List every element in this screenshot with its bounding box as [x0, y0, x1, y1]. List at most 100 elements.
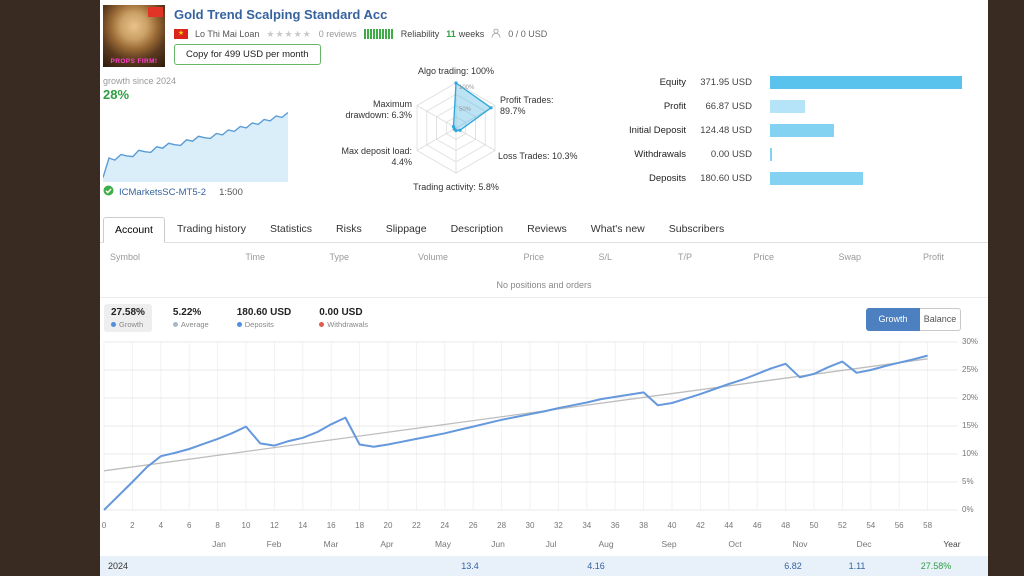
tab-description[interactable]: Description [450, 223, 504, 235]
avatar-badge [148, 7, 163, 17]
chip-value: 27.58% [111, 307, 145, 318]
column-header-type-2: Type [329, 252, 349, 262]
chart-stat-average: 5.22% Average [166, 304, 216, 332]
radar-label-loss-trades: Loss Trades: 10.3% [498, 151, 578, 161]
month-label-feb: Feb [266, 539, 282, 549]
stat-bar-track [770, 147, 962, 161]
stat-bar [770, 99, 805, 113]
chip-label-row: Deposits [236, 320, 291, 329]
meta-row: ★ Lo Thi Mai Loan ★★★★★ 0 reviews Reliab… [174, 28, 547, 40]
radar-label-line: drawdown: 6.3% [345, 110, 412, 120]
stat-value: 180.60 USD [700, 172, 752, 184]
month-label-year: Year [943, 539, 961, 549]
stat-label: Equity [659, 76, 686, 88]
growth-percent: 28% [103, 87, 130, 102]
y-tick-label: 30% [962, 337, 979, 346]
svg-text:100%: 100% [459, 85, 475, 91]
account-stat-row-deposits: Deposits 180.60 USD [590, 166, 964, 190]
month-label-jun: Jun [491, 539, 505, 549]
x-tick-label: 40 [667, 521, 677, 530]
x-tick-label: 56 [894, 521, 904, 530]
footer-value: 1.11 [848, 561, 866, 571]
leverage-value: 1:500 [219, 186, 243, 198]
x-tick-label: 14 [298, 521, 308, 530]
chart-stat-withdrawals: 0.00 USD Withdrawals [312, 304, 375, 332]
stat-bar-track [770, 171, 962, 185]
column-header-price-4: Price [523, 252, 544, 262]
footer-strip: 2024 13.4 4.16 6.82 1.11 27.58% [100, 556, 988, 576]
chart-stat-growth: 27.58% Growth [104, 304, 152, 332]
x-tick-label: 18 [355, 521, 365, 530]
x-tick-label: 8 [215, 521, 220, 530]
toggle-balance[interactable]: Balance [920, 308, 961, 331]
stat-value: 124.48 USD [700, 124, 752, 136]
account-stat-row-initial-deposit: Initial Deposit 124.48 USD [590, 118, 964, 142]
weeks-value: 11 [446, 29, 456, 39]
chip-value: 180.60 USD [236, 307, 292, 318]
x-tick-label: 52 [837, 521, 847, 530]
column-header-symbol-0: Symbol [110, 252, 141, 262]
account-stats: Equity 371.95 USD Profit 66.87 USD Initial D… [590, 70, 964, 190]
radar-label-line: 89.7% [500, 106, 526, 116]
stat-label: Withdrawals [634, 148, 686, 160]
tab-subscribers[interactable]: Subscribers [668, 223, 725, 235]
divider [100, 297, 988, 298]
tab-account[interactable]: Account [103, 217, 165, 243]
x-tick-label: 44 [724, 521, 734, 530]
tab-reviews[interactable]: Reviews [527, 223, 567, 235]
month-label-jul: Jul [545, 539, 557, 549]
footer-year: 2024 [108, 561, 129, 571]
chip-label: Growth [119, 320, 144, 329]
stat-bar [770, 171, 863, 185]
x-tick-label: 16 [326, 521, 336, 530]
y-tick-label: 10% [962, 449, 979, 458]
rating-stars-icon: ★★★★★ [266, 28, 312, 39]
positions-empty-message: No positions and orders [496, 280, 592, 290]
month-label-sep: Sep [661, 539, 677, 549]
vietnam-flag-icon: ★ [174, 29, 188, 39]
footer-value: 27.58% [920, 561, 952, 571]
stat-bar-track [770, 123, 962, 137]
x-axis-labels: 0 2 4 6 8 10 12 14 16 18 20 22 24 26 28 30 32 34 36 38 40 42 4… [100, 521, 988, 532]
x-tick-label: 32 [553, 521, 563, 530]
y-tick-label: 20% [962, 393, 979, 402]
chip-label-row: Withdrawals [319, 320, 368, 329]
x-tick-label: 58 [923, 521, 933, 530]
tab-slippage[interactable]: Slippage [385, 223, 427, 235]
tab-what-s-new[interactable]: What's new [590, 223, 645, 235]
subscribers-icon [491, 28, 501, 40]
broker-server-link[interactable]: ICMarketsSC-MT5-2 [119, 186, 207, 198]
x-tick-label: 12 [269, 521, 279, 530]
tab-statistics[interactable]: Statistics [270, 223, 313, 235]
tabs: Account Trading history Statistics Risks Sli… [100, 216, 988, 243]
column-header-volume-3: Volume [417, 252, 448, 262]
x-tick-label: 20 [383, 521, 393, 530]
account-stat-row-profit: Profit 66.87 USD [590, 94, 964, 118]
reviews-link[interactable]: 0 reviews [318, 29, 357, 39]
radar-label-line: Max deposit load: [341, 146, 412, 156]
broker-row: ICMarketsSC-MT5-2 1:500 [103, 185, 243, 199]
y-tick-label: 5% [962, 477, 974, 486]
chip-label: Deposits [244, 320, 274, 329]
weeks-indicator: 11 weeks [446, 29, 484, 39]
chip-label: Average [180, 320, 209, 329]
month-label-aug: Aug [598, 539, 614, 549]
column-header-t-p-6: T/P [677, 252, 692, 262]
month-label-jan: Jan [212, 539, 226, 549]
x-tick-label: 28 [497, 521, 507, 530]
author-link[interactable]: Lo Thi Mai Loan [195, 29, 260, 39]
copy-signal-button[interactable]: Copy for 499 USD per month [174, 44, 321, 65]
x-tick-label: 54 [866, 521, 876, 530]
tab-risks[interactable]: Risks [336, 223, 362, 235]
month-label-dec: Dec [856, 539, 872, 549]
signal-page: PROPS FIRM! Gold Trend Scalping Standard… [100, 0, 988, 576]
svg-text:50%: 50% [459, 107, 472, 113]
stat-bar [770, 75, 962, 89]
x-tick-label: 36 [610, 521, 620, 530]
tab-trading-history[interactable]: Trading history [176, 223, 247, 235]
toggle-growth[interactable]: Growth [866, 308, 920, 331]
stat-label: Deposits [649, 172, 686, 184]
column-header-profit-9: Profit [922, 252, 944, 262]
weeks-unit: weeks [458, 29, 485, 39]
